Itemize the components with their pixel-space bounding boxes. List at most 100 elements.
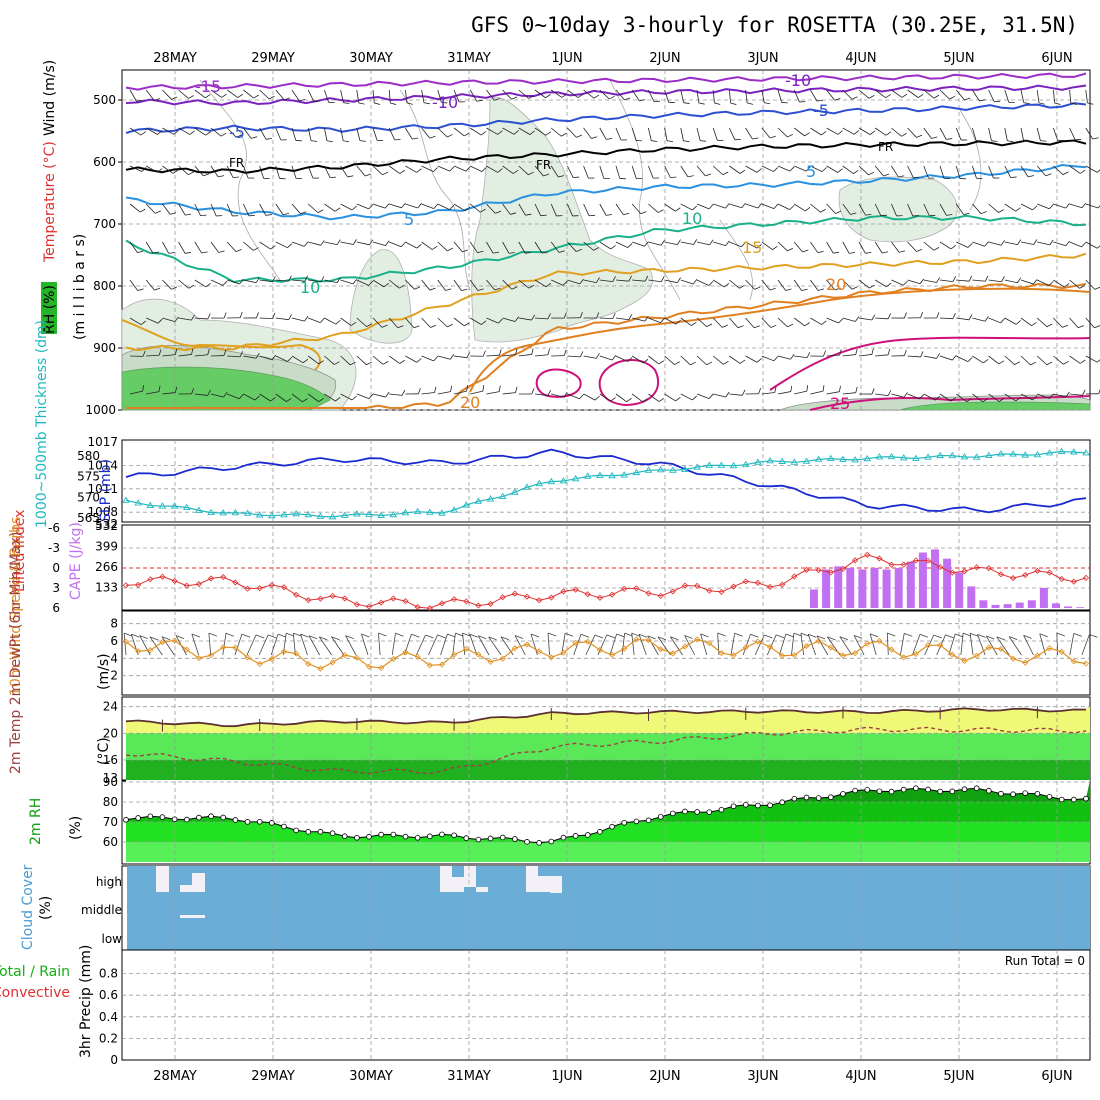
wind-barb-flag xyxy=(508,252,515,254)
contour-label-fr-b: FR xyxy=(536,158,551,172)
contour-label-neg10-b: -10 xyxy=(785,71,811,90)
wind-barb xyxy=(275,127,282,141)
li-marker xyxy=(475,602,482,609)
wind-barb xyxy=(291,355,304,364)
wind-marker xyxy=(864,640,871,647)
wind-barb-flag xyxy=(1064,283,1070,288)
li-marker xyxy=(706,587,713,594)
surface-barb xyxy=(292,633,296,656)
rh-marker xyxy=(354,834,360,841)
wind-barb-flag xyxy=(1000,318,1006,324)
surface-barb xyxy=(609,633,618,656)
wind-barb xyxy=(712,89,715,103)
thickness-marker xyxy=(1070,448,1078,455)
surface-barb xyxy=(318,636,333,656)
li-marker xyxy=(451,596,458,603)
wind-marker xyxy=(937,642,944,649)
surface-barb xyxy=(378,633,381,656)
wind-barb xyxy=(599,279,613,283)
wind-barb xyxy=(777,165,791,172)
wind-barb-flag xyxy=(366,361,372,366)
wind-barb-flag xyxy=(594,395,600,401)
wind-barb xyxy=(875,317,889,320)
wind-barb xyxy=(259,317,273,319)
wind-barb-flag xyxy=(1040,140,1047,142)
cape-bar xyxy=(918,552,927,608)
wind-barb-flag xyxy=(835,210,842,214)
cape-y-tick: 399 xyxy=(95,540,118,554)
surface-barb-flag xyxy=(395,632,404,637)
wind-barb-flag xyxy=(447,247,453,252)
thickness-marker xyxy=(620,471,629,478)
wind-barb xyxy=(615,203,624,215)
surface-barb xyxy=(936,634,946,656)
wind-barb-flag xyxy=(804,206,811,212)
thickness-marker xyxy=(365,510,373,517)
wind-barb-flag xyxy=(464,132,470,137)
wind-barb xyxy=(583,127,592,139)
wind-marker xyxy=(961,657,968,665)
wind-barb-flag xyxy=(540,214,547,217)
wind-barb-flag xyxy=(690,361,696,366)
wind-barb xyxy=(745,241,758,249)
thickness-marker xyxy=(875,453,884,460)
wind-barb-flag xyxy=(497,130,503,135)
wind-barb xyxy=(696,355,707,366)
wind-barb-flag xyxy=(381,324,388,328)
wind-barb-flag xyxy=(359,140,366,142)
wind-barb-flag xyxy=(660,318,665,323)
wind-barb xyxy=(162,354,176,357)
wind-barb-flag xyxy=(644,316,649,322)
wind-barb-flag xyxy=(998,360,1005,365)
wind-barb xyxy=(567,393,580,400)
wind-barb xyxy=(162,127,174,135)
li-marker xyxy=(317,595,324,602)
surface-wind-barbs xyxy=(123,632,1098,656)
wind-barb-flag xyxy=(311,140,318,142)
contour-label-neg5: -5 xyxy=(229,123,245,142)
wind-barb xyxy=(421,89,425,103)
li-marker xyxy=(1046,569,1053,576)
wind-barb-flag xyxy=(271,354,277,361)
wind-barb xyxy=(745,355,758,363)
wind-barb-flag xyxy=(919,394,925,400)
wind10-label: 10m Wind Speed & Barbs xyxy=(8,517,24,696)
thickness-marker xyxy=(413,507,422,515)
wind-barb xyxy=(615,317,629,321)
wind-barb xyxy=(356,203,369,210)
wind-barb xyxy=(178,165,189,175)
wind-barb xyxy=(1085,203,1099,209)
wind-barb xyxy=(324,317,337,325)
wind-barb-flag xyxy=(833,251,840,254)
wind-barb xyxy=(988,241,1002,246)
wind-barb-flag xyxy=(368,204,374,210)
wind-marker xyxy=(621,645,628,652)
wind-barb xyxy=(745,203,759,209)
rh-marker xyxy=(633,818,640,825)
cloud-level-high: high xyxy=(96,875,122,889)
wind-barb-flag xyxy=(480,131,487,136)
wind-barb-flag xyxy=(869,130,876,135)
wind-barb-flag xyxy=(191,348,194,355)
wind-barb xyxy=(972,393,984,403)
thickness-marker xyxy=(280,510,288,518)
wind-barb xyxy=(615,89,625,101)
wind-barb-flag xyxy=(511,286,518,290)
thickness-marker xyxy=(851,456,859,463)
rh-marker xyxy=(706,809,713,815)
wind-barb-flag xyxy=(596,353,600,359)
wind-barb xyxy=(291,241,305,247)
surface-barb xyxy=(585,634,596,656)
wind-barb-flag xyxy=(901,133,907,137)
wind-barb-flag xyxy=(191,388,195,395)
wind-barb xyxy=(1020,203,1033,211)
precip-y-tick: 0.4 xyxy=(99,1010,118,1024)
wind-barb-flag xyxy=(446,134,453,138)
wind-barb xyxy=(1020,165,1029,178)
wind-barb xyxy=(858,165,869,176)
wind-barb-flag xyxy=(382,361,389,365)
rh-marker xyxy=(317,828,324,835)
wind-barb xyxy=(858,203,866,216)
wind-barb xyxy=(1053,317,1063,328)
wind-barb-flag xyxy=(320,317,325,323)
